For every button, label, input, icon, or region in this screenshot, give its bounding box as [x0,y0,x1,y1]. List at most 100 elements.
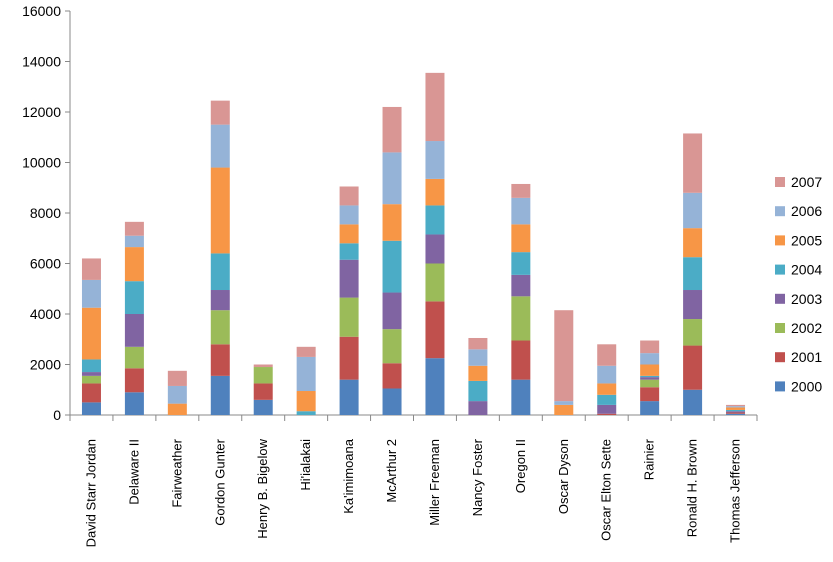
bar-segment-2000 [511,379,531,415]
bar-segment-2003 [124,314,144,347]
bar-segment-2005 [81,307,101,360]
bar-segment-2004 [339,243,359,260]
bar-segment-2004 [124,281,144,314]
bar-segment-2006 [296,356,316,392]
bar-segment-2007 [339,186,359,206]
bar-segment-2004 [597,394,617,405]
bar-segment-2007 [425,72,445,142]
bar-segment-2005 [554,404,574,415]
bar-segment-2007 [167,370,187,386]
bar-segment-2007 [296,346,316,357]
bar-segment-2005 [296,391,316,412]
legend-swatch-2000 [775,381,785,392]
bar-segment-2007 [511,183,531,198]
legend-swatch-2003 [775,293,785,304]
bar-segment-2000 [253,399,273,415]
y-tick-label: 10000 [22,155,61,171]
bar-segment-2002 [425,263,445,302]
bar-segment-2001 [597,413,617,415]
x-category-label: Thomas Jefferson [728,439,743,543]
bar-segment-2003 [597,404,617,414]
bar-segment-2001 [253,383,273,400]
bars [81,72,746,415]
x-category-label: Delaware II [126,439,141,505]
bar-segment-2000 [382,388,402,415]
bar-segment-2002 [124,346,144,369]
x-category-label: Fairweather [169,438,184,507]
x-category-label: Oregon II [513,439,528,493]
bar-segment-2006 [167,385,187,404]
bar-segment-2006 [511,197,531,225]
bar-segment-2005 [597,383,617,395]
bar-segment-2002 [382,329,402,364]
legend-label-2001: 2001 [791,349,822,365]
y-tick-label: 4000 [30,306,61,322]
legend-label-2000: 2000 [791,378,822,394]
bar-segment-2001 [640,387,660,402]
x-category-label: Henry B. Bigelow [255,438,270,538]
legend-swatch-2004 [775,264,785,275]
bar-segment-2003 [81,372,101,376]
bar-segment-2007 [726,404,746,407]
bar-segment-2003 [683,290,703,320]
bar-segment-2002 [339,297,359,337]
x-category-label: Hi'ialakai [298,439,313,491]
y-tick-label: 12000 [22,104,61,120]
x-category-label: Miller Freeman [427,439,442,526]
legend-label-2006: 2006 [791,203,822,219]
x-category-label: Ka'imimoana [341,438,356,514]
bar-segment-2006 [124,235,144,248]
y-tick-label: 8000 [30,205,61,221]
bar-segment-2005 [726,407,746,410]
bar-segment-2003 [726,411,746,413]
bar-segment-2006 [425,141,445,179]
bar-segment-2004 [296,411,316,415]
bar-segment-2003 [511,274,531,297]
bar-segment-2003 [425,234,445,264]
bar-segment-2004 [382,240,402,293]
legend-swatch-2007 [775,177,785,187]
bar-segment-2005 [167,403,187,415]
bar-segment-2007 [210,100,230,125]
x-category-label: David Starr Jordan [83,439,98,547]
bar-segment-2006 [640,353,660,365]
bar-segment-2001 [683,345,703,390]
bar-segment-2004 [468,380,488,402]
x-axis-labels: David Starr Jordan Delaware II Fairweather… [83,438,742,547]
bar-segment-2007 [124,221,144,236]
bar-segment-2004 [81,359,101,373]
bar-segment-2000 [81,402,101,415]
bar-segment-2000 [640,401,660,415]
bar-segment-2000 [210,375,230,415]
legend-label-2005: 2005 [791,232,822,248]
bar-segment-2002 [81,375,101,384]
bar-segment-2005 [425,178,445,206]
bar-segment-2005 [382,204,402,241]
bar-segment-2005 [640,364,660,376]
legend-swatch-2001 [775,352,785,363]
bar-segment-2000 [124,392,144,415]
bar-segment-2007 [81,258,101,280]
bar-segment-2005 [124,247,144,282]
bar-segment-2001 [81,383,101,403]
bar-segment-2003 [210,290,230,311]
bar-segment-2002 [253,367,273,384]
x-category-label: Rainier [642,438,657,480]
bar-segment-2003 [468,401,488,415]
bar-segment-2004 [726,409,746,412]
legend-swatch-2006 [775,206,785,217]
bar-segment-2002 [683,319,703,346]
bar-segment-2007 [640,340,660,354]
bar-segment-2000 [726,413,746,415]
bar-segment-2006 [597,365,617,384]
bar-segment-2006 [468,349,488,366]
bar-segment-2004 [511,252,531,275]
legend-swatch-2005 [775,235,785,246]
bar-segment-2007 [554,310,574,402]
legend-label-2003: 2003 [791,291,822,307]
bar-segment-2004 [425,205,445,235]
bar-segment-2007 [253,364,273,368]
legend-label-2007: 2007 [791,174,822,190]
x-category-label: Oscar Dyson [556,439,571,514]
